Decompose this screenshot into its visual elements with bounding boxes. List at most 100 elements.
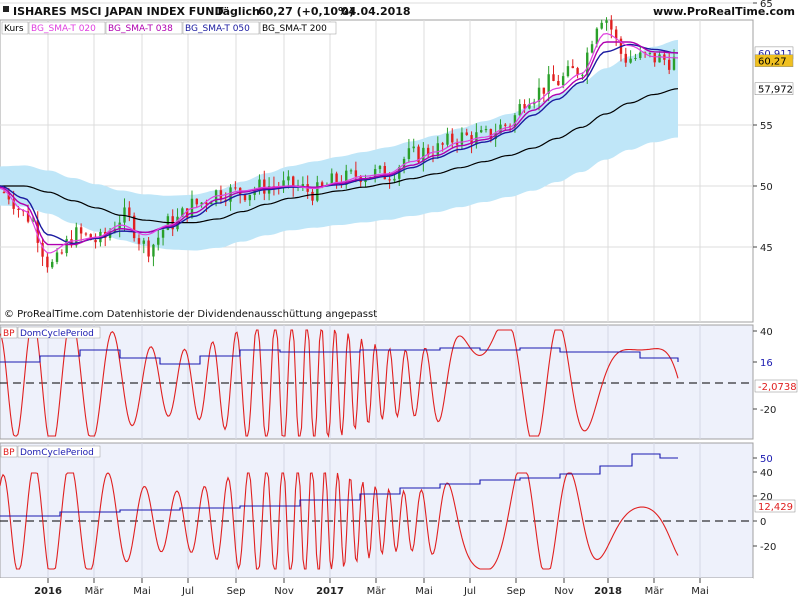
candle-body: [248, 194, 252, 201]
price-tick-label: 45: [760, 243, 773, 254]
candle-body: [195, 198, 199, 205]
time-tick-label: 2016: [34, 586, 62, 597]
sma200-line: [0, 88, 679, 224]
date-label: 04.04.2018: [341, 5, 411, 18]
candle-body: [446, 133, 449, 145]
time-tick-label: Nov: [274, 586, 294, 597]
candle-body: [523, 104, 526, 109]
time-tick-label: Mär: [367, 586, 387, 597]
candle-body: [576, 68, 579, 76]
legend-item: BG_SMA-T 038: [108, 24, 173, 34]
sma200-band: [0, 39, 678, 251]
candle-body: [561, 76, 565, 86]
time-tick-label: Sep: [227, 586, 246, 597]
candle-body: [518, 104, 521, 116]
candle-body: [46, 256, 49, 268]
candle-body: [499, 124, 502, 134]
candle-body: [566, 66, 570, 77]
watermark: © ProRealTime.com Datenhistorie der Divi…: [4, 309, 377, 320]
candle-body: [354, 170, 358, 177]
time-tick-label: Mai: [691, 586, 709, 597]
panel1-bp-label: BP: [3, 329, 15, 339]
candle-body: [181, 208, 184, 217]
candle-body: [234, 187, 237, 189]
time-tick-label: Mai: [415, 586, 433, 597]
candle-body: [200, 202, 203, 205]
candle-body: [610, 20, 613, 30]
candle-body: [65, 239, 68, 254]
panel1-tick-label: 40: [760, 327, 773, 338]
candle-body: [12, 199, 15, 209]
panel2-labels: BP DomCyclePeriod: [0, 445, 101, 458]
legend-box: [1, 21, 29, 35]
candle-body: [398, 167, 401, 179]
panel2-axis: 50 40 20 0 -20 12,429: [753, 454, 796, 553]
candle-body: [383, 165, 386, 180]
panel1-badge: [754, 379, 798, 393]
sma20-line: [0, 32, 679, 254]
price-tick-label: 55: [760, 121, 773, 132]
legend-box: [28, 21, 106, 35]
panel1-bp-label-box: [0, 326, 18, 339]
candle-body: [89, 234, 92, 240]
time-tick-label: Sep: [507, 586, 526, 597]
candle-body: [648, 52, 652, 54]
candle-body: [79, 227, 83, 234]
candle-body: [595, 28, 599, 45]
panel1-dcp-line: [0, 347, 679, 365]
candle-body: [422, 147, 425, 163]
candle-body: [205, 202, 208, 205]
candle-body: [460, 132, 464, 145]
candle-body: [263, 179, 266, 194]
panel1-tick-label: -20: [760, 405, 776, 416]
candle-body: [185, 208, 189, 218]
instrument-name: ISHARES MSCI JAPAN INDEX FUND: [13, 5, 224, 18]
legend-item: BG_SMA-T 020: [31, 24, 96, 34]
price-badge: [754, 82, 794, 95]
candle-body: [658, 54, 661, 63]
candle-body: [94, 239, 97, 243]
candle-body: [229, 187, 232, 202]
panel1-dcp-label-box: [17, 326, 101, 339]
candle-body: [60, 252, 64, 254]
time-tick-label: Nov: [554, 586, 574, 597]
candle-body: [586, 52, 589, 75]
legend-box: [105, 21, 183, 35]
candle-body: [161, 229, 165, 238]
time-axis-bg: [0, 578, 753, 600]
panel2-dcp-label: DomCyclePeriod: [20, 448, 94, 458]
candle-body: [513, 115, 517, 128]
legend-box: [259, 21, 337, 35]
panel2-badge-label: 12,429: [758, 502, 793, 513]
candle-body: [55, 252, 59, 262]
candle-body: [479, 130, 483, 133]
panel2-tick-label: 0: [760, 517, 766, 528]
candle-body: [402, 158, 406, 168]
legend-item: Kurs: [4, 24, 24, 34]
legend: Kurs BG_SMA-T 020 BG_SMA-T 038 BG_SMA-T 050…: [1, 21, 337, 35]
candle-body: [157, 237, 160, 245]
candle-body: [41, 242, 44, 257]
candle-body: [393, 178, 396, 181]
candle-body: [552, 74, 555, 81]
candle-body: [494, 133, 497, 139]
panel2-dcp-line: [0, 453, 678, 517]
candle-body: [128, 207, 131, 216]
candle-body: [600, 22, 603, 29]
candle-body: [147, 240, 150, 257]
candle-body: [36, 220, 39, 243]
candle-body: [320, 182, 324, 187]
candle-body: [258, 179, 261, 191]
candle-body: [378, 165, 382, 170]
candle-body: [75, 227, 78, 246]
price-badge-label: 60,27: [758, 57, 787, 68]
candle-body: [639, 52, 642, 58]
candle-body: [311, 191, 314, 201]
candle-body: [455, 142, 459, 145]
panel2-tick-label: 50: [760, 454, 773, 465]
candle-body: [335, 173, 338, 183]
period-label: Täglich: [216, 5, 260, 18]
candle-body: [528, 104, 531, 109]
candle-body: [349, 170, 353, 172]
